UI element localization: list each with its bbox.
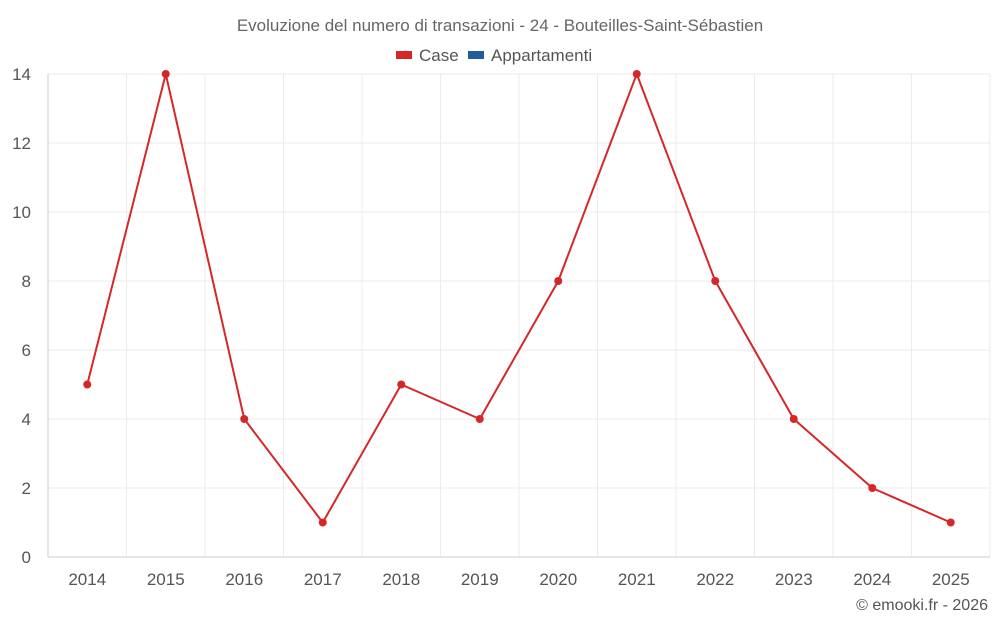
y-tick-label: 14 (12, 65, 31, 84)
legend-label-case[interactable]: Case (419, 46, 459, 65)
x-tick-label: 2025 (932, 570, 970, 589)
y-tick-label: 10 (12, 203, 31, 222)
x-tick-label: 2020 (539, 570, 577, 589)
x-tick-label: 2014 (68, 570, 106, 589)
x-tick-label: 2018 (382, 570, 420, 589)
axes (47, 74, 990, 558)
credit-text[interactable]: © emooki.fr - 2026 (856, 597, 988, 614)
x-tick-label: 2023 (775, 570, 813, 589)
series-line-case (86, 73, 952, 524)
y-tick-label: 0 (22, 548, 31, 567)
y-tick-label: 6 (22, 341, 31, 360)
data-point-case-2016 (240, 415, 249, 423)
x-tick-label: 2022 (696, 570, 734, 589)
legend: Case Appartamenti (396, 46, 592, 65)
data-point-case-2023 (789, 415, 798, 423)
data-point-case-2020 (554, 277, 563, 285)
legend-label-appartamenti[interactable]: Appartamenti (491, 46, 592, 65)
y-axis-ticks: 0 2 4 6 8 10 12 14 (12, 65, 31, 567)
y-tick-label: 8 (22, 272, 31, 291)
chart-title: Evoluzione del numero di transazioni - 2… (237, 16, 763, 35)
x-tick-label: 2021 (618, 570, 656, 589)
x-axis-ticks: 2014 2015 2016 2017 2018 2019 2020 2021 2022 2023… (68, 570, 969, 589)
grid (47, 73, 991, 557)
y-tick-label: 4 (22, 410, 31, 429)
data-point-case-2018 (397, 380, 406, 389)
data-point-case-2017 (318, 518, 327, 527)
series-layer (83, 70, 955, 527)
data-point-case-2019 (475, 415, 484, 423)
x-tick-label: 2024 (853, 570, 891, 589)
data-point-case-2025 (946, 518, 955, 527)
x-tick-label: 2016 (225, 570, 263, 589)
legend-swatch-case[interactable] (396, 51, 412, 59)
data-point-case-2014 (83, 380, 92, 389)
data-point-case-2024 (868, 484, 877, 492)
data-point-case-2022 (711, 277, 720, 285)
y-tick-label: 2 (22, 479, 31, 498)
x-tick-label: 2019 (461, 570, 499, 589)
x-tick-label: 2017 (304, 570, 342, 589)
legend-swatch-appartamenti[interactable] (468, 51, 484, 59)
data-point-case-2021 (632, 70, 641, 78)
data-point-case-2015 (161, 70, 170, 78)
x-tick-label: 2015 (147, 570, 185, 589)
y-tick-label: 12 (12, 134, 31, 153)
